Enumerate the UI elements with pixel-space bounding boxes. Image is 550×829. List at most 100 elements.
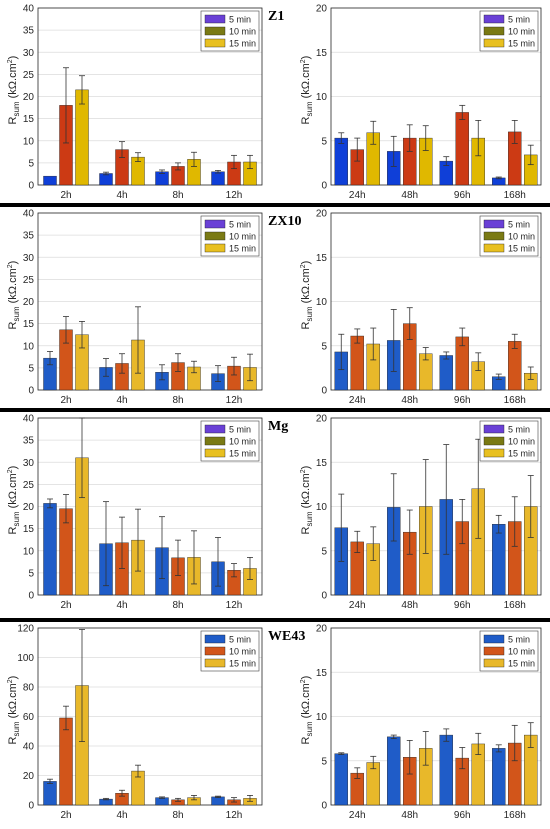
legend-label: 10 min: [229, 27, 256, 37]
y-tick-label: 25: [23, 480, 35, 491]
left-plot: 0 5 10 15 20 25 30 35 40 Rsum (kΩ.cm2) 2h 4h 8h 12h 5 …: [7, 209, 301, 407]
legend-label: 15 min: [229, 449, 256, 459]
bar: [334, 137, 348, 186]
y-tick-label: 100: [17, 653, 34, 664]
y-tick-label: 5: [28, 363, 34, 374]
y-tick-label: 10: [316, 502, 328, 513]
legend-swatch: [483, 243, 505, 253]
y-tick-label: 5: [321, 546, 327, 557]
x-tick-label: 2h: [60, 395, 71, 406]
axes-frame: [37, 627, 263, 806]
y-axis-label: Rsum (kΩ.cm2): [300, 56, 314, 125]
y-tick-label: 30: [23, 48, 35, 59]
y-tick-label: 10: [23, 341, 35, 352]
x-tick-label: 96h: [454, 810, 471, 821]
x-tick-label: 4h: [116, 600, 127, 611]
y-tick-label: 0: [28, 801, 34, 812]
y-axis-label: Rsum (kΩ.cm2): [7, 676, 21, 745]
bar: [350, 335, 364, 391]
legend-swatch: [483, 436, 505, 446]
left-plot: 0 20 40 60 80 100 120 Rsum (kΩ.cm2) 2h 4h 8h 12h 5 m…: [7, 624, 305, 822]
right-plot: 0 5 10 15 20 Rsum (kΩ.cm2) 24h 48h 96h 168h 5 min 1…: [300, 414, 542, 611]
x-tick-label: 96h: [454, 190, 471, 201]
left-plot: 0 5 10 15 20 25 30 35 40 Rsum (kΩ.cm2) 2h 4h 8h 12h 5 …: [7, 414, 288, 612]
legend-swatch: [483, 38, 505, 48]
x-tick-label: 168h: [504, 190, 526, 201]
y-tick-label: 40: [23, 742, 35, 753]
legend-swatch: [483, 448, 505, 458]
x-tick-label: 8h: [172, 810, 183, 821]
x-tick-label: 168h: [504, 600, 526, 611]
legend-swatch: [204, 243, 226, 253]
y-tick-label: 30: [23, 458, 35, 469]
y-tick-label: 15: [316, 458, 328, 469]
x-tick-label: 168h: [504, 395, 526, 406]
y-tick-label: 35: [23, 26, 35, 37]
x-tick-label: 48h: [401, 810, 418, 821]
y-tick-label: 5: [28, 158, 34, 169]
y-axis-label: Rsum (kΩ.cm2): [300, 261, 314, 330]
panel-title: Z1: [268, 9, 284, 24]
legend-label: 15 min: [229, 244, 256, 254]
x-tick-label: 96h: [454, 600, 471, 611]
row-separator: [0, 203, 550, 207]
legend-swatch: [204, 646, 226, 656]
y-tick-label: 40: [23, 4, 35, 15]
legend-label: 5 min: [229, 425, 251, 435]
axes-frame: [37, 212, 263, 391]
legend-label: 5 min: [229, 635, 251, 645]
y-tick-label: 10: [316, 712, 328, 723]
legend-swatch: [204, 436, 226, 446]
bar: [455, 112, 469, 186]
axes-frame: [37, 417, 263, 596]
legend-swatch: [483, 424, 505, 434]
legend-swatch: [483, 219, 505, 229]
y-tick-label: 0: [321, 386, 327, 397]
y-axis-label: Rsum (kΩ.cm2): [7, 56, 21, 125]
legend-swatch: [483, 646, 505, 656]
axes-frame: [330, 212, 542, 391]
chart-row-zx10: 0 5 10 15 20 25 30 35 40 Rsum (kΩ.cm2) 2h 4h 8h 12h 5 …: [7, 209, 542, 407]
legend-label: 5 min: [229, 220, 251, 230]
x-tick-label: 12h: [226, 600, 243, 611]
y-tick-label: 15: [23, 319, 35, 330]
chart-row-mg: 0 5 10 15 20 25 30 35 40 Rsum (kΩ.cm2) 2h 4h 8h 12h 5 …: [7, 414, 542, 612]
y-tick-label: 10: [23, 546, 35, 557]
y-axis-label: Rsum (kΩ.cm2): [7, 261, 21, 330]
y-tick-label: 10: [23, 136, 35, 147]
y-tick-label: 20: [23, 502, 35, 513]
y-tick-label: 40: [23, 414, 35, 425]
x-tick-label: 24h: [349, 190, 366, 201]
bar: [439, 734, 453, 806]
bar: [492, 748, 506, 806]
bar: [211, 796, 225, 806]
y-tick-label: 0: [28, 591, 34, 602]
x-tick-label: 48h: [401, 190, 418, 201]
legend-label: 15 min: [508, 39, 535, 49]
legend-swatch: [204, 219, 226, 229]
legend-swatch: [204, 634, 226, 644]
legend-swatch: [204, 448, 226, 458]
y-tick-label: 0: [321, 801, 327, 812]
legend-swatch: [483, 231, 505, 241]
x-tick-label: 4h: [116, 810, 127, 821]
y-tick-label: 10: [316, 297, 328, 308]
bar: [43, 781, 57, 806]
left-plot: 0 5 10 15 20 25 30 35 40 Rsum (kΩ.cm2) 2h 4h 8h 12h 5 …: [7, 4, 284, 202]
y-tick-label: 5: [28, 568, 34, 579]
legend-label: 15 min: [508, 659, 535, 669]
legend-label: 15 min: [508, 449, 535, 459]
legend-swatch: [204, 38, 226, 48]
y-tick-label: 20: [23, 771, 35, 782]
legend-label: 10 min: [508, 232, 535, 242]
legend-label: 5 min: [229, 15, 251, 25]
bar: [387, 736, 401, 806]
legend-label: 15 min: [229, 39, 256, 49]
x-tick-label: 48h: [401, 395, 418, 406]
legend-label: 10 min: [508, 27, 535, 37]
x-tick-label: 2h: [60, 810, 71, 821]
legend-swatch: [483, 14, 505, 24]
y-tick-label: 0: [321, 591, 327, 602]
row-separator: [0, 408, 550, 412]
